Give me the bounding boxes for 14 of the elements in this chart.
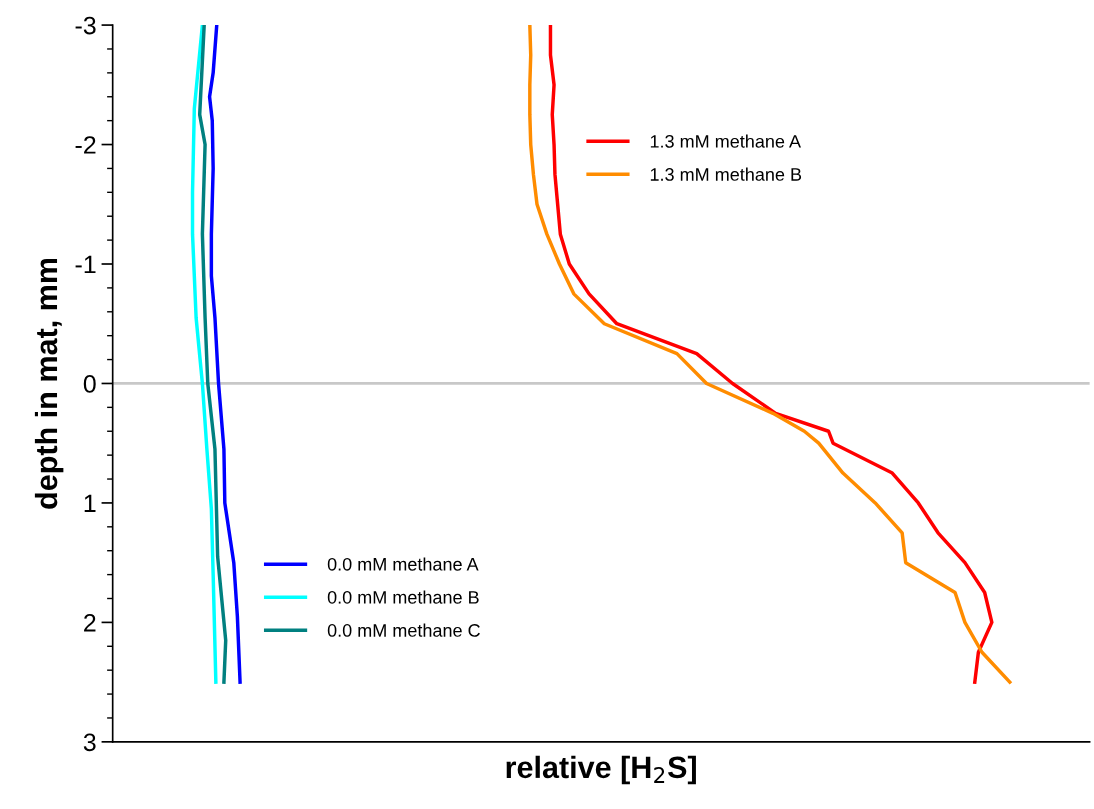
legend-label: 0.0 mM methane C bbox=[327, 623, 480, 637]
y-tick-label: 2 bbox=[84, 613, 96, 632]
legend-label: 0.0 mM methane A bbox=[327, 557, 479, 571]
y-axis-title: depth in mat, mm bbox=[34, 258, 64, 509]
y-tick-label: -3 bbox=[75, 16, 96, 35]
y-tick-label: 0 bbox=[83, 375, 96, 393]
y-tick-label: 3 bbox=[83, 733, 96, 752]
legend-label: 1.3 mM methane A bbox=[650, 134, 801, 148]
legend-label: 0.0 mM methane B bbox=[327, 590, 479, 604]
y-tick-label: -2 bbox=[75, 136, 96, 154]
legend-label: 1.3 mM methane B bbox=[650, 167, 802, 181]
y-tick-label: -1 bbox=[75, 255, 96, 274]
x-axis-title: relative [H$_{2}$S] bbox=[506, 755, 696, 785]
y-tick-label: 1 bbox=[84, 494, 96, 512]
